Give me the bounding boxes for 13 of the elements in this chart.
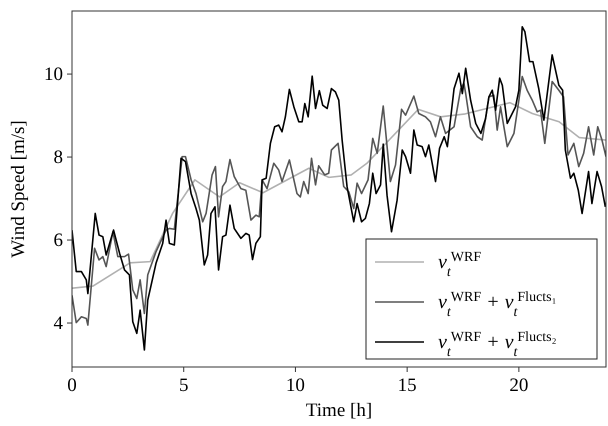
y-tick-label: 6 xyxy=(54,230,63,252)
line-series xyxy=(72,102,606,289)
x-tick-label: 5 xyxy=(178,375,188,396)
x-tick-label: 0 xyxy=(67,375,77,396)
y-tick-label: 10 xyxy=(44,64,63,86)
line-series xyxy=(72,76,606,326)
x-axis-title: Time [h] xyxy=(306,400,372,421)
x-tick-label: 20 xyxy=(509,375,528,396)
y-axis-title: Wind Speed [m/s] xyxy=(8,120,29,258)
y-tick-label: 4 xyxy=(54,313,64,334)
y-tick-label: 8 xyxy=(54,147,63,168)
x-tick-label: 15 xyxy=(398,375,417,396)
x-tick-label: 10 xyxy=(286,375,305,396)
